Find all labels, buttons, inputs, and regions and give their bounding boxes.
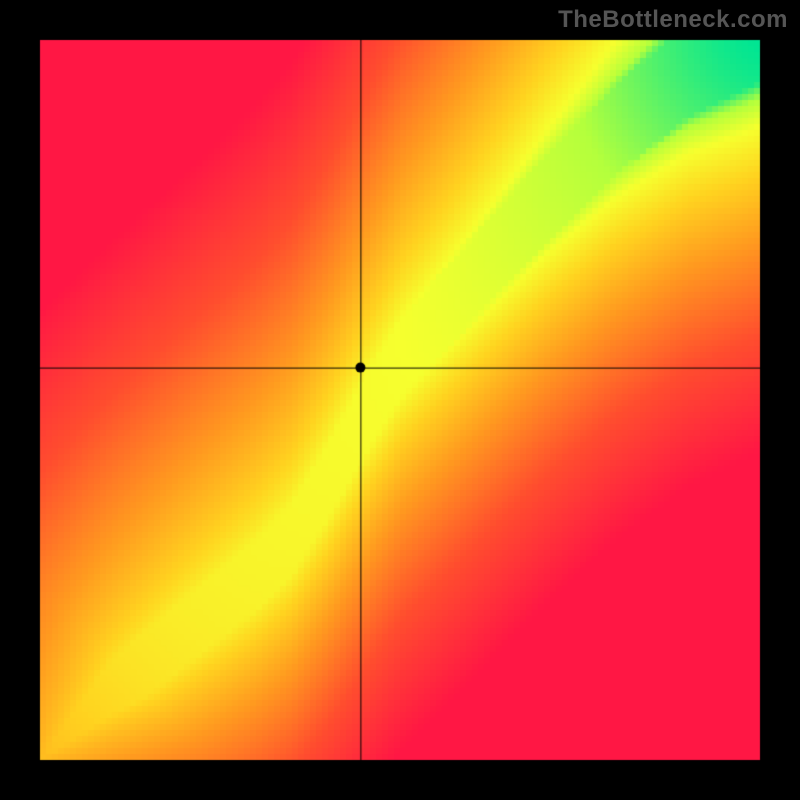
chart-container: TheBottleneck.com xyxy=(0,0,800,800)
heatmap-canvas xyxy=(0,0,800,800)
watermark-text: TheBottleneck.com xyxy=(558,6,788,34)
